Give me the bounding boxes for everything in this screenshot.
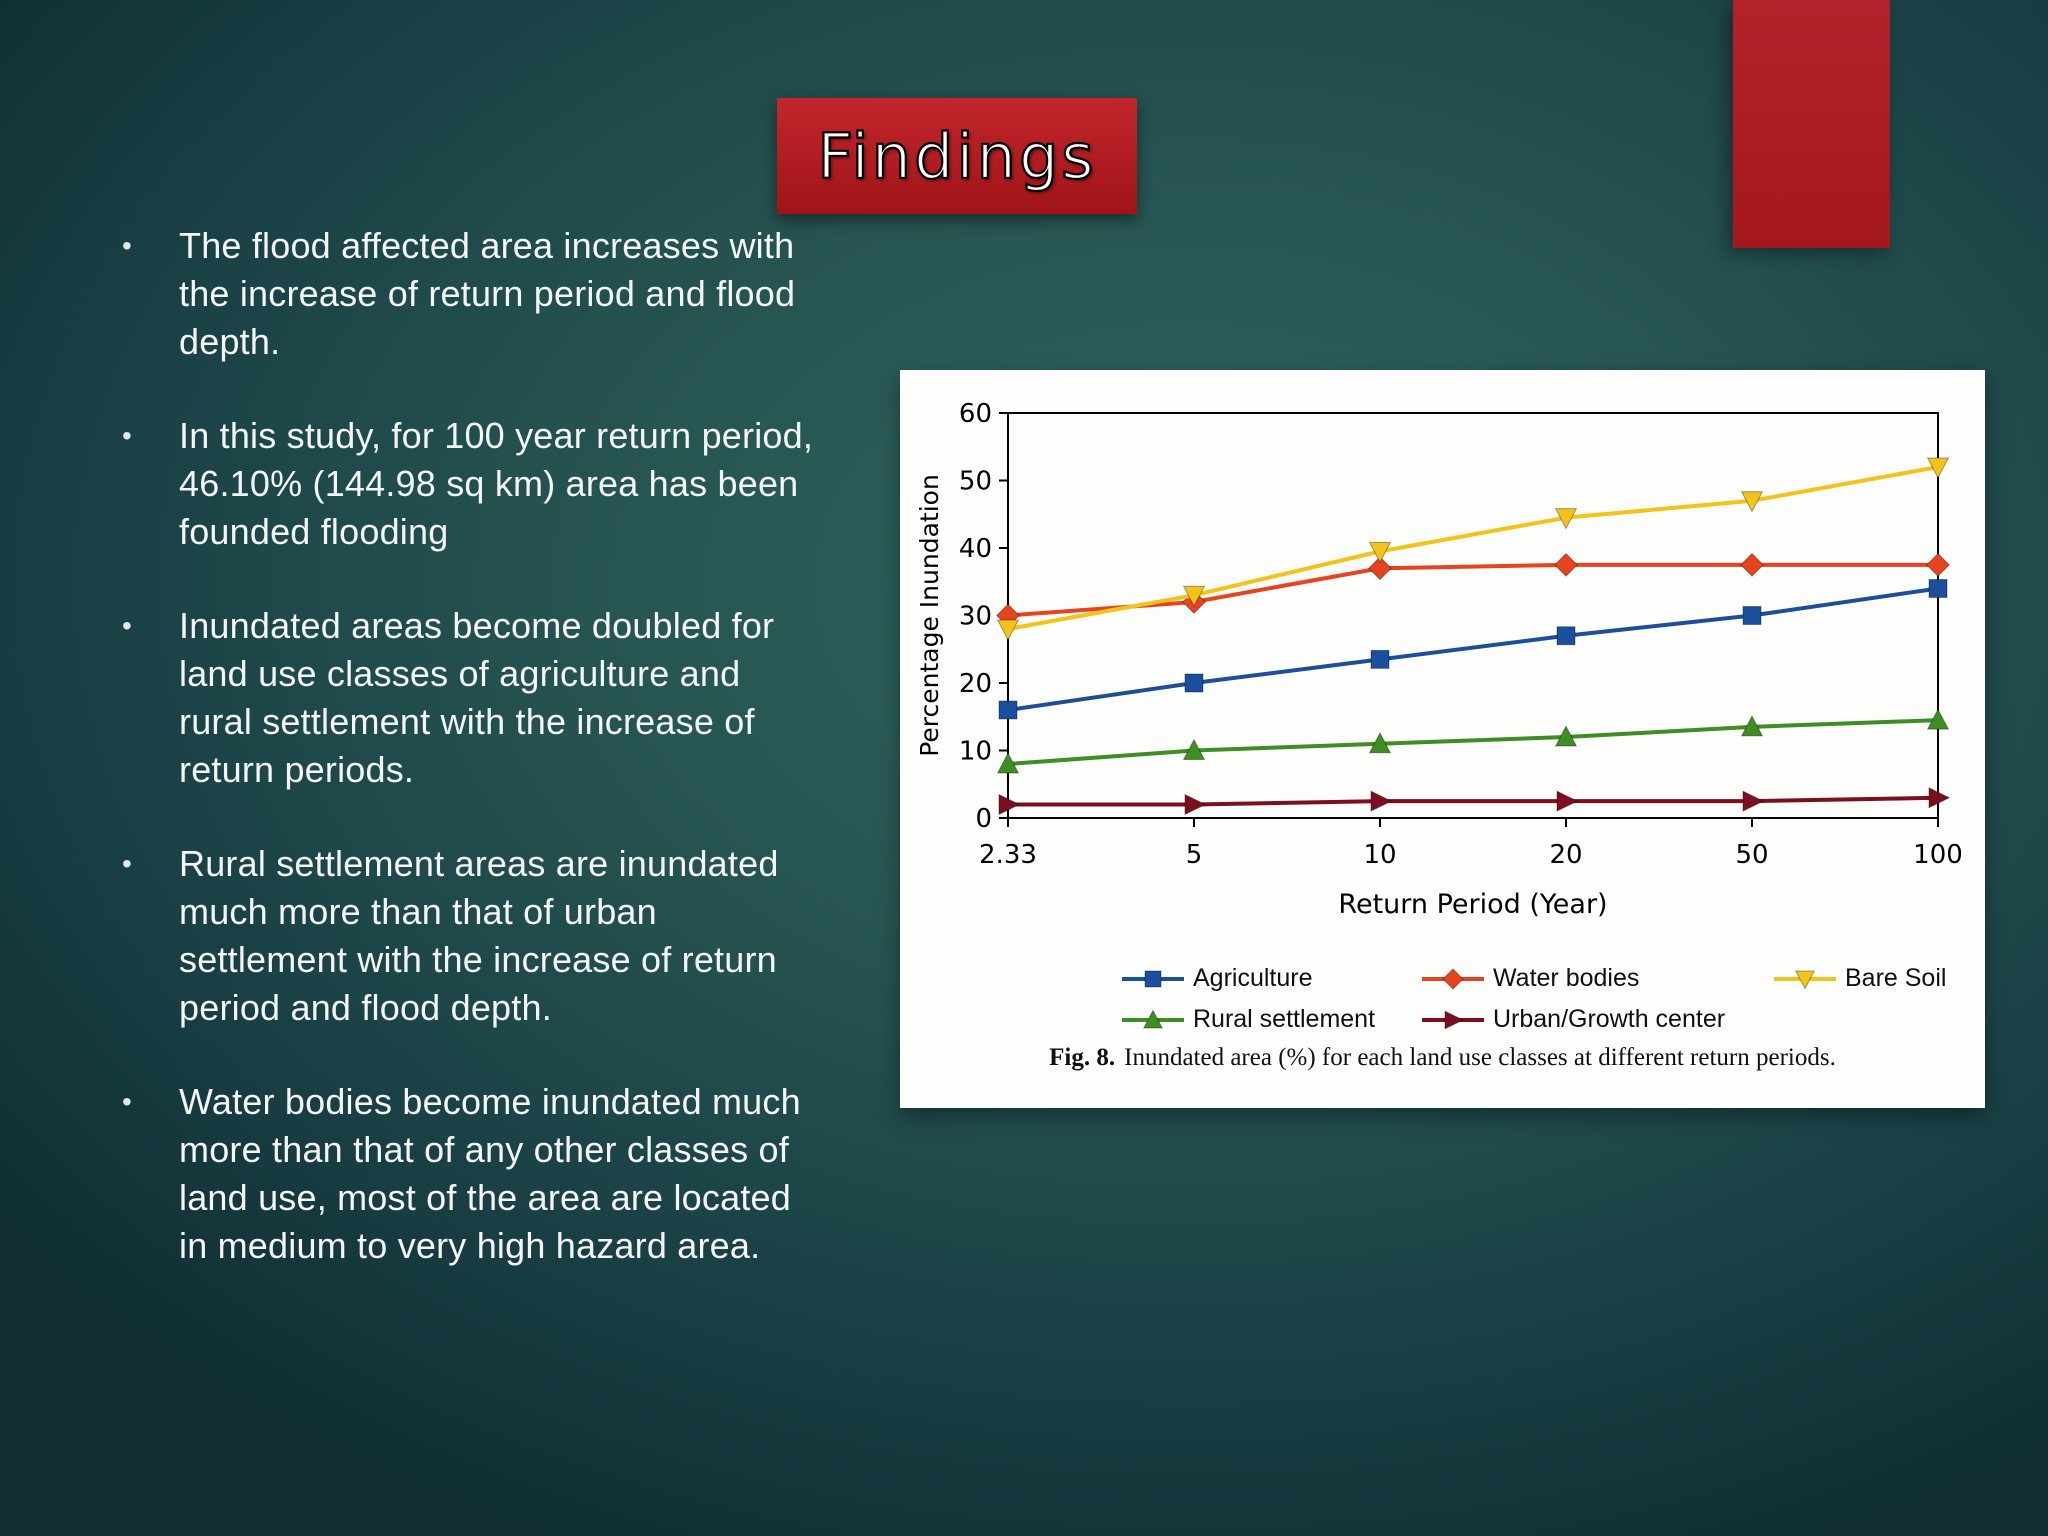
- title-box: Findings: [777, 98, 1137, 214]
- legend-marker-icon: [1122, 970, 1184, 987]
- bullet-item: • In this study, for 100 year return per…: [112, 412, 832, 556]
- bullet-item: • The flood affected area increases with…: [112, 222, 832, 366]
- bullet-item: • Rural settlement areas are inundated m…: [112, 840, 832, 1032]
- chart-legend: Agriculture Water bodies Bare Soil Rural se…: [900, 964, 1985, 1034]
- svg-text:Return Period (Year): Return Period (Year): [1338, 889, 1607, 920]
- svg-text:30: 30: [959, 602, 992, 632]
- legend-item: Water bodies: [1420, 964, 1772, 993]
- svg-text:10: 10: [1363, 840, 1396, 870]
- bullet-item: • Inundated areas become doubled for lan…: [112, 602, 832, 794]
- svg-text:100: 100: [1913, 840, 1963, 870]
- svg-text:60: 60: [959, 399, 992, 429]
- bullet-marker: •: [122, 1086, 132, 1117]
- svg-text:50: 50: [1735, 840, 1768, 870]
- bullet-text: Rural settlement areas are inundated muc…: [179, 843, 779, 1028]
- svg-text:0: 0: [975, 804, 992, 834]
- caption-text: Inundated area (%) for each land use cla…: [1124, 1044, 1836, 1071]
- inundation-line-chart: 0 10 20 30 40 50 60 2.33 5 10 20 50 100 Return Period…: [915, 399, 1963, 920]
- bullet-text: The flood affected area increases with t…: [179, 225, 796, 362]
- slide-title: Findings: [816, 118, 1097, 193]
- legend-marker-icon: [1774, 970, 1836, 990]
- svg-text:50: 50: [959, 467, 992, 497]
- legend-label: Rural settlement: [1193, 1005, 1376, 1033]
- bullet-marker: •: [122, 848, 132, 879]
- bullet-list: • The flood affected area increases with…: [112, 222, 832, 1270]
- legend-label: Urban/Growth center: [1493, 1005, 1726, 1033]
- bullet-text: Inundated areas become doubled for land …: [179, 605, 775, 790]
- figure-panel: 0 10 20 30 40 50 60 2.33 5 10 20 50 100 Return Period…: [900, 370, 1985, 1108]
- svg-text:5: 5: [1186, 840, 1203, 870]
- bullet-marker: •: [122, 610, 132, 641]
- svg-text:20: 20: [959, 669, 992, 699]
- svg-text:10: 10: [959, 737, 992, 767]
- legend-item: Bare Soil: [1772, 964, 1985, 993]
- caption-label: Fig. 8.: [1049, 1044, 1116, 1071]
- svg-text:40: 40: [959, 534, 992, 564]
- figure-caption: Fig. 8. Inundated area (%) for each land …: [900, 1044, 1985, 1072]
- legend-item: Urban/Growth center: [1420, 1005, 1772, 1034]
- legend-label: Agriculture: [1193, 964, 1313, 992]
- svg-text:20: 20: [1549, 840, 1582, 870]
- legend-marker-icon: [1122, 1008, 1184, 1028]
- bullet-item: • Water bodies become inundated much mor…: [112, 1078, 832, 1270]
- legend-marker-icon: [1422, 1009, 1484, 1030]
- bullet-marker: •: [122, 230, 132, 261]
- bullet-text: In this study, for 100 year return perio…: [179, 415, 814, 552]
- legend-label: Water bodies: [1493, 964, 1640, 992]
- legend-item: Rural settlement: [1120, 1005, 1420, 1034]
- svg-text:2.33: 2.33: [979, 840, 1037, 870]
- bullet-text: Water bodies become inundated much more …: [179, 1081, 801, 1266]
- corner-accent-block: [1733, 0, 1890, 248]
- bullet-marker: •: [122, 420, 132, 451]
- legend-label: Bare Soil: [1845, 964, 1947, 992]
- legend-item: Agriculture: [1120, 964, 1420, 993]
- svg-text:Percentage Inundation: Percentage Inundation: [915, 474, 944, 757]
- legend-marker-icon: [1422, 967, 1484, 990]
